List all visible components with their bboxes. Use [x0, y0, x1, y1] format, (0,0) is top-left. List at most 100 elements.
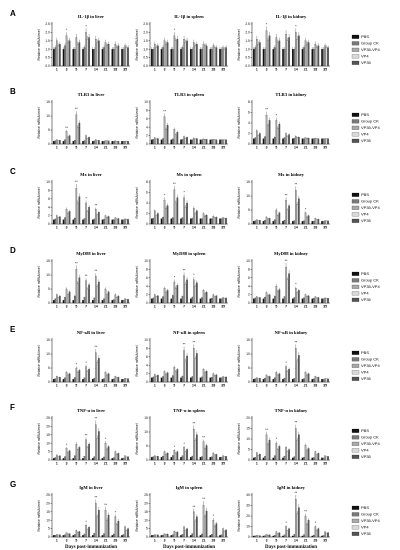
bar-vp35-vp4-28	[314, 376, 317, 383]
bar-vp35-vp4-35	[124, 298, 126, 304]
x-tick-label: 5	[275, 384, 277, 388]
chart-title: IL-1β in liver	[78, 14, 104, 19]
bar-vp4-14	[194, 358, 197, 383]
bar-pbs-7	[180, 535, 182, 538]
bar-group-ck-7	[83, 140, 86, 145]
y-tick-label: 0.5	[45, 56, 50, 60]
bar-vp4-5	[77, 44, 79, 67]
bar-vp35-vp4-21	[104, 288, 107, 304]
bar-vp35-vp4-21	[104, 443, 107, 461]
x-tick-label: 5	[275, 462, 277, 466]
bar-group-ck-3	[264, 297, 266, 304]
bar-vp35-vp4-28	[114, 376, 117, 383]
bar-group-ck-14	[93, 378, 96, 383]
bar-vp4-28	[214, 526, 216, 538]
bar-group-ck-5	[172, 455, 174, 461]
bar-vp35-vp4-1	[56, 294, 58, 304]
x-tick-label: 1	[256, 68, 258, 72]
bar-vp35-vp4-3	[163, 288, 166, 304]
bar-vp35-vp4-1	[256, 535, 258, 538]
y-tick-label: 0	[248, 535, 250, 539]
bar-group-ck-28	[113, 457, 115, 461]
bar-pbs-3	[160, 218, 163, 225]
y-tick-label: 5	[48, 366, 50, 370]
bar-vp4-3	[267, 125, 269, 145]
y-tick-label: 0	[248, 380, 250, 384]
y-tick-label: 5	[48, 287, 50, 291]
bar-pbs-21	[301, 138, 304, 145]
bar-vp35-7	[288, 37, 290, 67]
bar-vp35-vp4-14	[193, 429, 195, 461]
bar-group-ck-35	[122, 141, 125, 145]
bar-vp4-35	[325, 138, 328, 145]
bar-vp35-vp4-14	[295, 348, 297, 383]
bar-pbs-14	[189, 49, 192, 67]
bar-pbs-7	[82, 141, 84, 145]
bar-vp35-vp4-35	[222, 297, 224, 304]
bar-vp4-14	[194, 45, 197, 67]
bar-vp4-1	[57, 377, 60, 383]
bar-group-ck-5	[274, 535, 276, 538]
bar-vp35-vp4-14	[95, 139, 97, 145]
bar-vp35-vp4-28	[314, 138, 317, 145]
y-tick-label: 10	[46, 441, 50, 445]
bar-pbs-14	[189, 298, 192, 304]
x-axis-title: Days post-immunization	[265, 545, 317, 550]
bar-vp35-vp4-5	[275, 531, 278, 538]
chart-0-0: IL-1β in liver Relative mRNA level 0.0 0.5 1…	[37, 14, 130, 72]
bar-vp35-14	[196, 516, 198, 538]
bar-pbs-35	[321, 49, 323, 67]
y-tick-label: 1.5	[143, 39, 148, 43]
bar-vp35-3	[166, 452, 169, 461]
bar-vp35-5	[176, 197, 179, 225]
x-tick-label: 5	[173, 226, 175, 230]
bar-vp35-vp4-21	[304, 137, 307, 145]
legend-swatch-2-1	[351, 199, 360, 204]
bar-vp35-vp4-14	[95, 352, 97, 383]
y-tick-label: 0	[146, 535, 148, 539]
bar-vp35-35	[327, 456, 329, 461]
bar-group-ck-5	[172, 217, 174, 225]
x-tick-label: 3	[164, 68, 166, 72]
bar-pbs-5	[272, 379, 275, 383]
bar-pbs-14	[91, 219, 94, 225]
bar-vp35-vp4-5	[173, 35, 176, 67]
bar-vp4-14	[194, 213, 197, 225]
bar-vp35-3	[268, 218, 271, 225]
bar-vp35-vp4-3	[65, 372, 68, 383]
chart-1-1: TLR3 in spleen Relative mRNA level 0 2 4 6 8 10…	[135, 92, 228, 150]
bar-vp4-3	[67, 374, 69, 383]
panel-letter-d: D	[10, 246, 16, 255]
bar-group-ck-35	[322, 49, 325, 67]
bar-pbs-7	[82, 300, 84, 304]
bar-vp4-21	[204, 372, 206, 383]
legend-label-3-2: VP35-VP4	[361, 284, 380, 289]
chart-title: NF-κB in spleen	[173, 330, 205, 335]
x-tick-label: 5	[275, 68, 277, 72]
x-tick-label: 28	[113, 539, 117, 543]
bar-vp35-7	[186, 355, 188, 383]
bar-vp4-14	[296, 137, 299, 145]
bar-vp35-28	[215, 47, 218, 67]
y-tick-label: 6	[146, 355, 148, 359]
bar-vp35-35	[327, 298, 329, 304]
bar-vp35-1	[259, 297, 261, 304]
bar-vp35-vp4-28	[314, 296, 317, 304]
bar-pbs-21	[101, 141, 104, 145]
bar-vp35-vp4-21	[202, 213, 205, 225]
x-tick-label: 1	[56, 226, 58, 230]
bar-pbs-14	[189, 535, 192, 538]
bar-vp35-vp4-14	[193, 208, 195, 225]
bar-vp35-vp4-5	[75, 188, 78, 225]
significance-mark: *	[76, 362, 78, 366]
bar-vp35-vp4-35	[222, 47, 224, 67]
bar-vp35-vp4-7	[285, 366, 287, 383]
bar-vp35-vp4-14	[95, 503, 97, 538]
bar-group-ck-3	[64, 139, 66, 145]
y-tick-label: 0	[146, 222, 148, 226]
bar-group-ck-3	[264, 49, 266, 67]
bar-vp4-28	[116, 524, 118, 538]
y-tick-label: 10	[246, 525, 250, 529]
x-tick-label: 3	[266, 539, 268, 543]
bar-pbs-3	[160, 535, 163, 538]
